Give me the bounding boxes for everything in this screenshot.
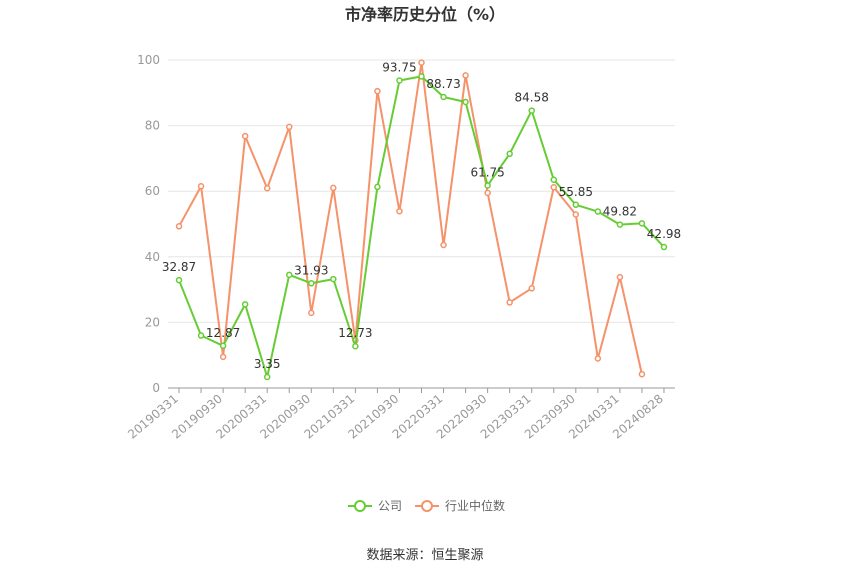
data-point (550, 176, 558, 183)
data-point (241, 132, 249, 140)
y-tick-label: 0 (152, 381, 160, 395)
data-point (197, 332, 205, 339)
data-label: 84.58 (515, 91, 549, 105)
data-point (638, 370, 646, 378)
data-label: 55.85 (559, 185, 593, 199)
data-point (219, 353, 227, 361)
y-tick-label: 20 (145, 315, 160, 329)
data-point (594, 208, 602, 215)
data-point (506, 299, 513, 306)
data-point (352, 342, 359, 350)
data-point (330, 184, 337, 192)
y-tick-label: 100 (137, 53, 160, 67)
data-label: 88.73 (426, 77, 460, 91)
data-point (506, 150, 513, 158)
series-layer (175, 59, 668, 381)
data-point (241, 301, 249, 308)
data-point (550, 184, 558, 191)
data-point (594, 355, 602, 362)
legend-label: 行业中位数 (445, 498, 505, 513)
data-point (197, 183, 205, 190)
legend-swatch-marker (354, 500, 366, 512)
data-point (638, 220, 646, 227)
data-point (528, 107, 535, 114)
data-point (219, 342, 227, 350)
data-point (462, 98, 469, 106)
data-label: 31.93 (294, 263, 328, 277)
legend-item-0[interactable]: 公司 (348, 499, 402, 513)
data-point (616, 273, 624, 281)
series-0 (175, 73, 668, 381)
chart-title: 市净率历史分位（%） (345, 5, 505, 24)
data-point (484, 182, 491, 189)
data-label: 49.82 (603, 205, 637, 219)
y-axis: 0 20 40 60 80 100 (137, 53, 160, 395)
data-point (263, 184, 271, 192)
series-line (178, 75, 665, 379)
data-point (263, 373, 271, 381)
data-label: 32.87 (162, 260, 196, 274)
gridlines (168, 59, 675, 323)
data-point (396, 77, 403, 84)
data-label: 12.87 (206, 326, 240, 340)
data-label: 3.35 (254, 357, 281, 371)
data-point (374, 183, 381, 191)
data-point (285, 123, 293, 131)
legend-label: 公司 (378, 499, 402, 513)
data-labels: 32.87 12.87 3.35 31.93 12.73 93.75 88.73 61.75 8… (162, 61, 681, 372)
data-point (330, 275, 337, 283)
data-point (175, 223, 183, 230)
data-label: 61.75 (470, 165, 504, 179)
series-line (178, 61, 643, 375)
data-point (308, 280, 315, 287)
series-1 (175, 59, 646, 378)
y-tick-label: 60 (145, 184, 160, 198)
data-label: 42.98 (647, 227, 681, 241)
x-axis: 2019033120190930202003312020093020210331… (125, 387, 675, 442)
data-point (660, 243, 668, 251)
data-point (418, 59, 425, 66)
data-point (462, 72, 469, 79)
data-point (440, 241, 447, 249)
data-label: 12.73 (338, 326, 372, 340)
data-point (616, 221, 624, 228)
data-point (396, 207, 403, 215)
y-tick-label: 40 (145, 250, 160, 264)
y-tick-label: 80 (145, 119, 160, 133)
data-point (175, 276, 183, 284)
legend-item-1[interactable]: 行业中位数 (415, 498, 505, 513)
data-point (418, 73, 425, 80)
source-note: 数据来源：恒生聚源 (366, 548, 483, 563)
data-point (285, 271, 293, 279)
data-label: 93.75 (382, 61, 416, 75)
legend[interactable]: 公司 行业中位数 (348, 498, 505, 513)
data-point (308, 309, 315, 317)
data-point (572, 201, 580, 209)
data-point (374, 87, 381, 95)
legend-swatch-marker (421, 500, 433, 512)
data-point (484, 189, 491, 197)
data-point (572, 211, 580, 218)
data-point (440, 93, 447, 101)
data-point (528, 285, 535, 292)
